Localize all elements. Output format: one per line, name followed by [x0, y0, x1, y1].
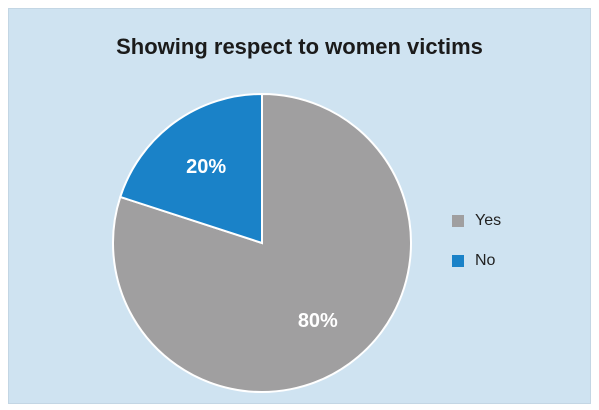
- legend-label-no: No: [475, 252, 496, 269]
- legend-item-yes: Yes: [452, 201, 501, 241]
- legend: Yes No: [452, 201, 501, 281]
- chart-title: Showing respect to women victims: [116, 34, 483, 59]
- pie-slice-no: [119, 92, 263, 245]
- legend-item-no: No: [452, 241, 501, 281]
- legend-label-yes: Yes: [475, 212, 502, 229]
- data-label-yes: 80%: [298, 310, 338, 332]
- legend-swatch-no: [452, 255, 464, 267]
- data-label-no: 20%: [186, 156, 226, 178]
- legend-swatch-yes: [452, 215, 464, 227]
